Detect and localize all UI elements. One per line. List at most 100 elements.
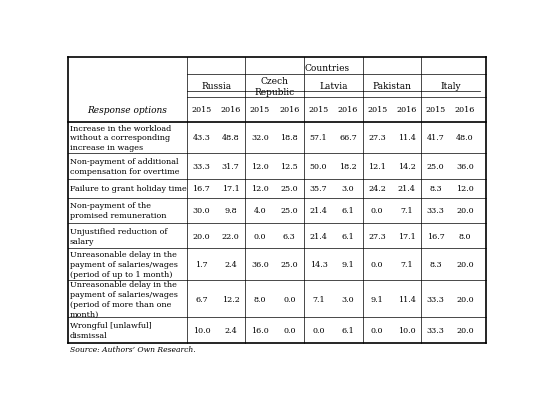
Text: 12.0: 12.0 [251,184,269,192]
Text: 50.0: 50.0 [310,162,327,170]
Text: 33.3: 33.3 [427,295,445,303]
Text: 2015: 2015 [250,106,270,114]
Text: 6.1: 6.1 [341,207,354,215]
Text: 7.1: 7.1 [400,207,413,215]
Text: 16.7: 16.7 [193,184,210,192]
Text: 20.0: 20.0 [456,207,474,215]
Text: 2015: 2015 [308,106,329,114]
Text: Source: Authors’ Own Research.: Source: Authors’ Own Research. [70,345,195,353]
Text: 0.0: 0.0 [254,232,266,240]
Text: 3.0: 3.0 [342,184,354,192]
Text: 36.0: 36.0 [456,162,474,170]
Text: 25.0: 25.0 [280,207,298,215]
Text: 11.4: 11.4 [397,295,415,303]
Text: 10.0: 10.0 [193,326,210,334]
Text: 33.3: 33.3 [427,326,445,334]
Text: 32.0: 32.0 [251,134,269,142]
Text: 2.4: 2.4 [224,326,237,334]
Text: 20.0: 20.0 [456,261,474,269]
Text: Unreasonable delay in the
payment of salaries/wages
(period of more than one
mon: Unreasonable delay in the payment of sal… [70,280,178,318]
Text: Italy: Italy [440,82,461,91]
Text: 30.0: 30.0 [193,207,210,215]
Text: 17.1: 17.1 [222,184,240,192]
Text: 43.3: 43.3 [192,134,211,142]
Text: Pakistan: Pakistan [373,82,411,91]
Text: 36.0: 36.0 [251,261,269,269]
Text: 0.0: 0.0 [371,207,383,215]
Text: 18.2: 18.2 [339,162,357,170]
Text: Response options: Response options [87,105,167,114]
Text: 24.2: 24.2 [368,184,386,192]
Text: 2015: 2015 [367,106,387,114]
Text: 57.1: 57.1 [310,134,327,142]
Text: 35.7: 35.7 [310,184,327,192]
Text: 3.0: 3.0 [342,295,354,303]
Text: 1.7: 1.7 [195,261,208,269]
Text: 17.1: 17.1 [397,232,415,240]
Text: 20.0: 20.0 [456,295,474,303]
Text: 8.3: 8.3 [429,184,442,192]
Text: 0.0: 0.0 [283,295,295,303]
Text: 10.0: 10.0 [397,326,415,334]
Text: 7.1: 7.1 [312,295,325,303]
Text: 25.0: 25.0 [427,162,444,170]
Text: 41.7: 41.7 [427,134,444,142]
Text: 25.0: 25.0 [280,184,298,192]
Text: 20.0: 20.0 [456,326,474,334]
Text: 6.1: 6.1 [341,326,354,334]
Text: 16.0: 16.0 [251,326,269,334]
Text: 20.0: 20.0 [193,232,210,240]
Text: 2015: 2015 [191,106,212,114]
Text: 7.1: 7.1 [400,261,413,269]
Text: 0.0: 0.0 [312,326,325,334]
Text: 0.0: 0.0 [283,326,295,334]
Text: 27.3: 27.3 [368,134,386,142]
Text: 21.4: 21.4 [309,207,328,215]
Text: Failure to grant holiday time: Failure to grant holiday time [70,184,186,192]
Text: 21.4: 21.4 [397,184,415,192]
Text: 2016: 2016 [396,106,417,114]
Text: 33.3: 33.3 [427,207,445,215]
Text: Czech
Republic: Czech Republic [254,77,295,96]
Text: 2015: 2015 [426,106,446,114]
Text: 11.4: 11.4 [397,134,415,142]
Text: Wrongful [unlawful]
dismissal: Wrongful [unlawful] dismissal [70,322,151,339]
Text: 31.7: 31.7 [222,162,240,170]
Text: 12.1: 12.1 [368,162,386,170]
Text: 6.7: 6.7 [195,295,208,303]
Text: Russia: Russia [201,82,231,91]
Text: 9.8: 9.8 [225,207,237,215]
Text: 48.8: 48.8 [222,134,240,142]
Text: 12.0: 12.0 [456,184,474,192]
Text: 12.2: 12.2 [222,295,240,303]
Text: 9.1: 9.1 [341,261,354,269]
Text: Non-payment of the
promised remuneration: Non-payment of the promised remuneration [70,202,166,220]
Text: 27.3: 27.3 [368,232,386,240]
Text: Non-payment of additional
compensation for overtime: Non-payment of additional compensation f… [70,158,179,175]
Text: 33.3: 33.3 [192,162,211,170]
Text: Latvia: Latvia [319,82,348,91]
Text: 2016: 2016 [455,106,475,114]
Text: 48.0: 48.0 [456,134,474,142]
Text: 8.0: 8.0 [459,232,471,240]
Text: 4.0: 4.0 [254,207,266,215]
Text: 12.5: 12.5 [280,162,298,170]
Text: 2016: 2016 [338,106,358,114]
Text: 9.1: 9.1 [371,295,383,303]
Text: Unjustified reduction of
salary: Unjustified reduction of salary [70,227,167,245]
Text: 25.0: 25.0 [280,261,298,269]
Text: 2.4: 2.4 [224,261,237,269]
Text: 66.7: 66.7 [339,134,357,142]
Text: 6.3: 6.3 [283,232,296,240]
Text: Increase in the workload
without a corresponding
increase in wages: Increase in the workload without a corre… [70,124,171,152]
Text: 14.2: 14.2 [397,162,415,170]
Text: 12.0: 12.0 [251,162,269,170]
Text: 2016: 2016 [279,106,300,114]
Text: 18.8: 18.8 [280,134,298,142]
Text: 6.1: 6.1 [341,232,354,240]
Text: 21.4: 21.4 [309,232,328,240]
Text: Countries: Countries [305,64,349,73]
Text: 14.3: 14.3 [309,261,328,269]
Text: 22.0: 22.0 [222,232,240,240]
Text: 8.3: 8.3 [429,261,442,269]
